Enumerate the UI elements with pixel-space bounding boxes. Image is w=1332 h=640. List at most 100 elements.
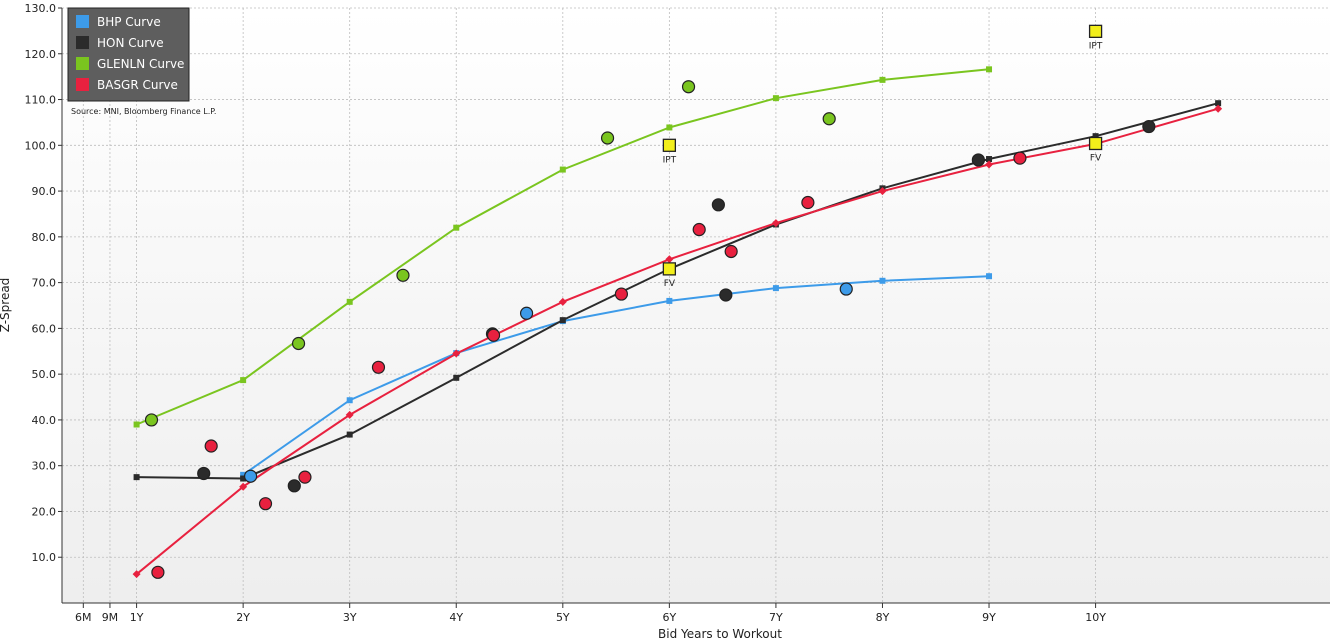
hon-curve-point	[133, 474, 140, 481]
x-tick-label: 9M	[102, 611, 119, 624]
y-tick-label: 130.0	[25, 2, 57, 15]
bhp-curve-line	[242, 275, 990, 476]
bhp-curve-point	[879, 277, 886, 284]
y-tick-label: 50.0	[32, 368, 57, 381]
hon-curve-point	[986, 156, 993, 163]
y-axis-title: Z-Spread	[0, 278, 12, 333]
bhp-curve-point	[346, 397, 353, 404]
gridlines	[62, 7, 1330, 603]
bhp-curve-legend-label: BHP Curve	[97, 15, 161, 29]
basgr-bond-point	[298, 470, 312, 484]
bhp-curve-point	[772, 285, 779, 292]
x-axis-title: Bid Years to Workout	[658, 627, 782, 640]
glenln-curve-point	[559, 166, 566, 173]
bhp-curve-legend-swatch	[76, 15, 89, 28]
glenln-bond-point	[600, 131, 615, 145]
glenln-bond-point	[681, 80, 696, 94]
annotation-label: FV	[1090, 153, 1102, 163]
hon-curve-legend-swatch	[76, 36, 89, 49]
y-tick-label: 120.0	[25, 48, 57, 61]
basgr-curve-point	[1214, 104, 1223, 113]
basgr-bond-point	[258, 497, 273, 511]
annotation-marker	[662, 262, 677, 276]
hon-bond-point	[1142, 119, 1156, 134]
hon-bond-point	[197, 466, 211, 481]
x-tick-label: 6M	[75, 611, 92, 624]
x-tick-label: 9Y	[982, 611, 996, 624]
annotations: IPT FV IPT FV	[662, 24, 1103, 289]
basgr-curve-point	[665, 255, 674, 264]
annotation-marker	[1088, 136, 1103, 151]
hon-curve-point	[1215, 100, 1222, 107]
glenln-bond-point	[822, 112, 836, 126]
x-tick-label: 8Y	[876, 611, 890, 624]
hon-curve-point	[346, 431, 353, 438]
annotation-label: IPT	[1089, 41, 1103, 51]
basgr-curve-point	[558, 297, 567, 306]
glenln-curve-point	[879, 76, 886, 83]
y-tick-label: 10.0	[32, 551, 57, 564]
basgr-curve-point	[345, 410, 354, 419]
y-tick-label: 70.0	[32, 277, 57, 290]
hon-curve-point	[453, 374, 460, 381]
hon-bond-point	[287, 479, 301, 493]
hon-curve-legend-label: HON Curve	[97, 36, 164, 50]
y-tick-label: 80.0	[32, 231, 57, 244]
bhp-curve-point	[666, 297, 673, 304]
annotation-marker	[1088, 24, 1103, 38]
annotation-marker	[662, 138, 677, 152]
basgr-curve-point	[452, 349, 461, 358]
x-tick-label: 5Y	[556, 611, 570, 624]
glenln-curve-point	[666, 124, 673, 131]
basgr-bond-point	[614, 287, 629, 301]
hon-curve-point	[240, 475, 247, 482]
annotation-label: IPT	[663, 155, 677, 165]
glenln-curve-point	[240, 377, 247, 384]
basgr-bond-point	[692, 222, 706, 237]
source-note: Source: MNI, Bloomberg Finance L.P.	[71, 107, 216, 116]
x-tick-label: 3Y	[343, 611, 357, 624]
x-tick-label: 7Y	[769, 611, 783, 624]
y-tick-label: 100.0	[25, 139, 57, 152]
bond-markers	[144, 80, 1156, 579]
x-tick-label: 10Y	[1085, 611, 1106, 624]
x-tick-label: 4Y	[449, 611, 463, 624]
y-tick-label: 40.0	[32, 414, 57, 427]
y-tick-label: 110.0	[25, 94, 57, 107]
glenln-curve-legend-label: GLENLN Curve	[97, 57, 184, 71]
basgr-bond-point	[724, 244, 738, 259]
basgr-curve-legend-swatch	[76, 78, 89, 91]
annotation-label: FV	[664, 279, 676, 289]
basgr-bond-point	[1013, 151, 1027, 165]
axes	[61, 8, 1330, 604]
bhp-curve-point	[240, 471, 247, 478]
hon-curve-point	[559, 317, 566, 324]
basgr-bond-point	[801, 195, 815, 210]
basgr-curve-point	[985, 160, 994, 169]
legend: BHP Curve HON Curve GLENLN Curve BASGR Curv…	[67, 7, 190, 102]
basgr-bond-point	[371, 360, 386, 374]
basgr-curve-legend-label: BASGR Curve	[97, 78, 178, 92]
hon-bond-point	[711, 198, 725, 212]
basgr-curve-point	[771, 219, 780, 228]
basgr-bond-point	[151, 565, 165, 579]
plot-area	[62, 8, 1330, 603]
hon-curve-point	[1092, 133, 1099, 140]
glenln-curve-point	[986, 66, 993, 73]
glenln-curve-series	[133, 66, 993, 428]
bhp-bond-point	[519, 306, 534, 320]
bhp-bond-point	[839, 282, 853, 296]
y-axis-ticks: 10.0 20.0 30.0 40.0 50.0 60.0 70.0 80.0 90.0 100.…	[25, 2, 62, 564]
glenln-curve-point	[453, 224, 460, 231]
glenln-bond-point	[291, 336, 306, 351]
y-tick-label: 90.0	[32, 185, 57, 198]
basgr-curve-point	[132, 570, 141, 579]
basgr-curve-point	[239, 482, 248, 491]
y-tick-label: 20.0	[32, 505, 57, 518]
y-tick-label: 60.0	[32, 322, 57, 335]
x-tick-label: 6Y	[663, 611, 677, 624]
basgr-bond-point	[204, 439, 218, 453]
hon-bond-point	[971, 153, 985, 167]
y-tick-label: 30.0	[32, 460, 57, 473]
